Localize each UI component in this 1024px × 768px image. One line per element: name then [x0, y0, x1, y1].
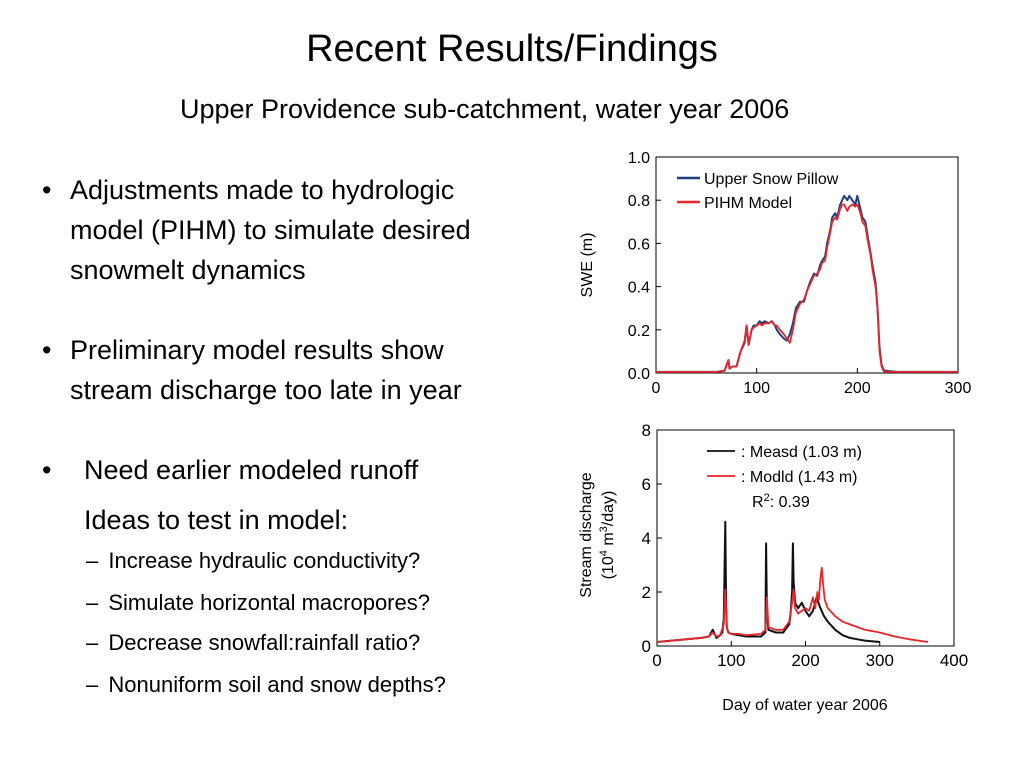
- y-axis-label: SWE (m): [579, 233, 596, 298]
- series-line-pihm-model: [656, 203, 958, 373]
- y-tick-label: 0.8: [628, 193, 650, 210]
- annotation-superscript: 2: [764, 492, 770, 504]
- x-tick-label: 200: [844, 380, 871, 397]
- series-group: [656, 194, 958, 373]
- sub-item-2: – Simulate horizontal macropores?: [86, 590, 430, 616]
- x-tick-label: 0: [652, 380, 661, 397]
- x-tick-label: 100: [743, 380, 770, 397]
- y-tick-label: 1.0: [628, 150, 650, 167]
- y-tick-label: 0.0: [628, 366, 650, 383]
- annotation-part: R: [752, 494, 764, 511]
- bullet-text: Ideas to test in model:: [84, 505, 349, 535]
- ylabel-part: (10: [600, 556, 617, 579]
- sub-item-4: – Nonuniform soil and snow depths?: [86, 672, 446, 698]
- legend-label: : Modld (1.43 m): [741, 469, 857, 486]
- dash-symbol: –: [86, 630, 99, 655]
- dash-symbol: –: [86, 672, 99, 697]
- tick-group: 0 100 200 300 0.0 0.2 0.4 0.6 0.8 1.0: [628, 150, 972, 397]
- y-tick-label: 6: [642, 475, 651, 494]
- x-axis-label: Day of water year 2006: [722, 697, 888, 714]
- x-tick-label: 200: [791, 651, 819, 670]
- y-tick-label: 8: [642, 421, 651, 440]
- sub-item-3: – Decrease snowfall:rainfall ratio?: [86, 630, 420, 656]
- y-tick-label: 4: [642, 529, 651, 548]
- y-tick-label: 0.2: [628, 323, 650, 340]
- legend: Upper Snow Pillow PIHM Model: [677, 171, 839, 212]
- series-group: [656, 520, 929, 643]
- bullet-symbol: •: [42, 455, 52, 485]
- bullet-text: Adjustments made to hydrologic: [70, 175, 455, 205]
- bullet-text: snowmelt dynamics: [70, 255, 306, 285]
- swe-chart: 0 100 200 300 0.0 0.2 0.4 0.6 0.8 1.0 SWE (m) Upp…: [579, 150, 971, 397]
- slide-title: Recent Results/Findings: [306, 28, 718, 70]
- x-tick-label: 400: [940, 651, 968, 670]
- bullet-text: stream discharge too late in year: [70, 375, 462, 405]
- series-line-modld: [656, 566, 929, 643]
- annotation-part: : 0.39: [770, 494, 810, 511]
- legend-label: PIHM Model: [704, 195, 792, 212]
- x-tick-label: 0: [652, 651, 661, 670]
- ylabel-superscript: 4: [598, 550, 610, 556]
- y-tick-label: 2: [642, 583, 651, 602]
- series-line-upper-snow-pillow: [656, 194, 958, 373]
- tick-group: 0 100 200 300 400 0 2 4 6 8: [642, 421, 969, 670]
- y-axis-label-line1: Stream discharge: [578, 472, 595, 597]
- bullet-text: Preliminary model results show: [70, 335, 444, 365]
- sub-item-text: Increase hydraulic conductivity?: [108, 548, 421, 573]
- y-axis-label: Stream discharge (104 m3/day): [578, 472, 617, 597]
- legend-label: Upper Snow Pillow: [704, 171, 839, 188]
- x-tick-label: 300: [945, 380, 972, 397]
- y-axis-label-line2: (104 m3/day): [598, 491, 617, 580]
- legend: : Measd (1.03 m) : Modld (1.43 m) R2: 0.…: [707, 444, 862, 511]
- bullet-text: model (PIHM) to simulate desired: [70, 215, 471, 245]
- dash-symbol: –: [86, 548, 99, 573]
- y-tick-label: 0.6: [628, 236, 650, 253]
- y-tick-label: 0.4: [628, 280, 650, 297]
- plot-frame: [656, 429, 955, 647]
- dash-symbol: –: [86, 590, 99, 615]
- ylabel-part: /day): [600, 491, 617, 527]
- x-tick-label: 300: [866, 651, 894, 670]
- r-squared-annotation: R2: 0.39: [752, 492, 810, 511]
- ylabel-superscript: 3: [598, 526, 610, 532]
- slide-subtitle: Upper Providence sub-catchment, water ye…: [180, 94, 790, 124]
- ylabel-part: m: [600, 532, 617, 550]
- sub-item-text: Simulate horizontal macropores?: [108, 590, 430, 615]
- bullet-symbol: •: [42, 335, 52, 365]
- y-tick-label: 0: [642, 637, 651, 656]
- bullet-symbol: •: [42, 175, 52, 205]
- x-tick-label: 100: [717, 651, 745, 670]
- bullet-text: Need earlier modeled runoff: [84, 455, 419, 485]
- sub-item-text: Nonuniform soil and snow depths?: [108, 672, 446, 697]
- legend-label: : Measd (1.03 m): [741, 444, 862, 461]
- sub-item-text: Decrease snowfall:rainfall ratio?: [108, 630, 421, 655]
- sub-item-1: – Increase hydraulic conductivity?: [86, 548, 420, 574]
- plot-frame: [655, 156, 959, 374]
